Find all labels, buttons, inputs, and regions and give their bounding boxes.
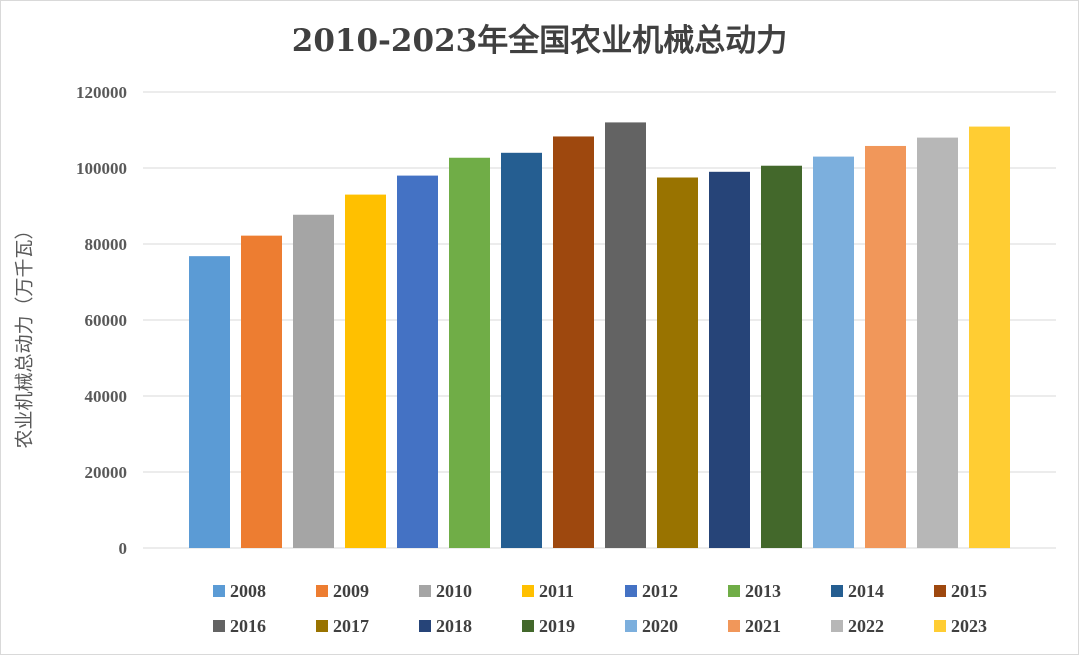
legend-item: 2011 bbox=[522, 581, 574, 601]
legend-item: 2018 bbox=[419, 616, 472, 636]
legend-item: 2023 bbox=[934, 616, 987, 636]
bar-2013 bbox=[449, 157, 490, 549]
bar-2022 bbox=[917, 137, 958, 548]
legend-item: 2021 bbox=[728, 616, 781, 636]
bar-2019 bbox=[761, 165, 802, 548]
legend-label: 2017 bbox=[333, 616, 369, 636]
legend-swatch bbox=[625, 620, 637, 632]
bar-2014 bbox=[501, 152, 542, 549]
bar-2023 bbox=[969, 126, 1010, 548]
bar-2008 bbox=[189, 256, 230, 548]
legend-item: 2022 bbox=[831, 616, 884, 636]
legend-swatch bbox=[419, 585, 431, 597]
legend-label: 2013 bbox=[745, 581, 781, 601]
legend-label: 2019 bbox=[539, 616, 575, 636]
y-tick-label: 80000 bbox=[85, 235, 128, 254]
bar-2012 bbox=[397, 175, 438, 548]
legend-swatch bbox=[522, 620, 534, 632]
legend-label: 2016 bbox=[230, 616, 266, 636]
legend-swatch bbox=[213, 585, 225, 597]
y-tick-label: 20000 bbox=[85, 463, 128, 482]
legend-item: 2020 bbox=[625, 616, 678, 636]
legend-swatch bbox=[831, 585, 843, 597]
legend-swatch bbox=[316, 620, 328, 632]
legend-label: 2015 bbox=[951, 581, 987, 601]
legend-item: 2008 bbox=[213, 581, 266, 601]
legend-label: 2018 bbox=[436, 616, 472, 636]
legend-swatch bbox=[213, 620, 225, 632]
y-tick-label: 40000 bbox=[85, 387, 128, 406]
legend-swatch bbox=[728, 585, 740, 597]
legend-item: 2013 bbox=[728, 581, 781, 601]
bar-2017 bbox=[657, 177, 698, 548]
legend-label: 2023 bbox=[951, 616, 987, 636]
legend-swatch bbox=[625, 585, 637, 597]
y-tick-label: 100000 bbox=[76, 159, 127, 178]
y-tick-label: 0 bbox=[119, 539, 128, 558]
legend-label: 2022 bbox=[848, 616, 884, 636]
legend-swatch bbox=[934, 620, 946, 632]
legend-label: 2021 bbox=[745, 616, 781, 636]
legend-label: 2014 bbox=[848, 581, 884, 601]
legend-item: 2017 bbox=[316, 616, 369, 636]
legend-swatch bbox=[934, 585, 946, 597]
legend-label: 2009 bbox=[333, 581, 369, 601]
bar-2015 bbox=[553, 136, 594, 548]
legend-label: 2010 bbox=[436, 581, 472, 601]
legend-swatch bbox=[316, 585, 328, 597]
bar-2010 bbox=[293, 214, 334, 549]
legend-item: 2009 bbox=[316, 581, 369, 601]
legend-item: 2016 bbox=[213, 616, 266, 636]
legend-swatch bbox=[728, 620, 740, 632]
bar-2009 bbox=[241, 235, 282, 548]
bar-2021 bbox=[865, 145, 906, 548]
legend-item: 2015 bbox=[934, 581, 987, 601]
chart-title: 2010-2023年全国农业机械总动力 bbox=[291, 23, 788, 59]
legend-swatch bbox=[831, 620, 843, 632]
bar-2018 bbox=[709, 171, 750, 549]
legend-item: 2012 bbox=[625, 581, 678, 601]
legend-item: 2019 bbox=[522, 616, 575, 636]
legend-item: 2010 bbox=[419, 581, 472, 601]
y-tick-label: 120000 bbox=[76, 83, 127, 102]
legend-label: 2020 bbox=[642, 616, 678, 636]
legend-label: 2012 bbox=[642, 581, 678, 601]
bar-2011 bbox=[345, 194, 386, 548]
bar-2016 bbox=[605, 122, 646, 549]
legend-swatch bbox=[522, 585, 534, 597]
legend-label: 2011 bbox=[539, 581, 574, 601]
bar-2020 bbox=[813, 156, 854, 548]
legend-swatch bbox=[419, 620, 431, 632]
legend-label: 2008 bbox=[230, 581, 266, 601]
legend-item: 2014 bbox=[831, 581, 884, 601]
y-tick-label: 60000 bbox=[85, 311, 128, 330]
